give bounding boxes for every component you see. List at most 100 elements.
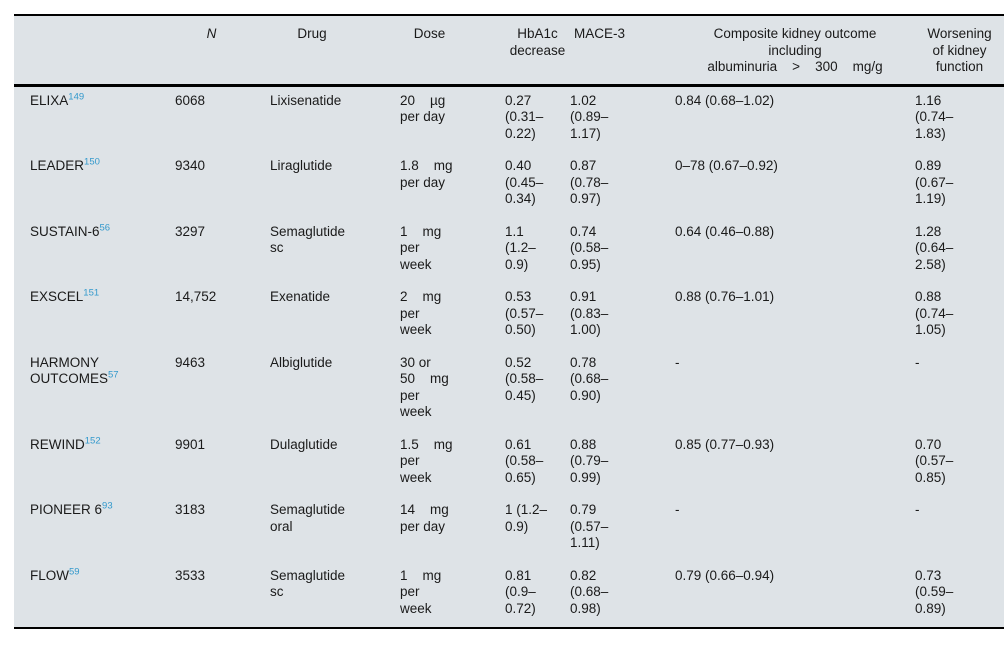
mace3-cell: 1.02 (0.89– 1.17) [570, 92, 609, 141]
table-row-elixa: ELIXA149 6068 Lixisenatide 20 µg per day… [14, 85, 1004, 152]
table-row-leader: LEADER150 9340 Liraglutide 1.8 mg per da… [14, 152, 1004, 218]
header-composite-kidney-outcome: Composite kidney outcome including album… [675, 15, 915, 87]
citation-ref[interactable]: 93 [102, 500, 113, 512]
citation-ref[interactable]: 150 [84, 156, 100, 168]
trial-name-cell: PIONEER 693 [14, 496, 175, 562]
worsening-kidney-cell: 1.16 (0.74– 1.83) [915, 92, 954, 141]
composite-kidney-cell: 0.84 (0.68–1.02) [675, 92, 775, 108]
citation-ref[interactable]: 56 [99, 222, 111, 233]
dose-cell: 20 µg per day [400, 92, 446, 125]
table-row-exscel: EXSCEL151 14,752 Exenatide 2 mg per week… [14, 283, 1004, 349]
drug-cell: Exenatide [270, 289, 331, 304]
worsening-kidney-cell: 0.73 (0.59– 0.89) [915, 567, 954, 616]
citation-ref[interactable]: 151 [83, 287, 100, 299]
n-cell: 9340 [175, 158, 206, 173]
trial-name: REWIND [30, 436, 85, 452]
hba1c-cell: 1 (1.2– 0.9) [505, 502, 548, 534]
trial-name-cell: SUSTAIN-656 [14, 218, 175, 284]
trial-name: EXSCEL [30, 289, 84, 304]
table-header: N Drug Dose HbA1c decrease MACE-3 Compos… [14, 15, 1004, 87]
trial-name-cell: REWIND152 [14, 431, 175, 497]
header-row: N Drug Dose HbA1c decrease MACE-3 Compos… [14, 15, 1004, 87]
trials-table-container: N Drug Dose HbA1c decrease MACE-3 Compos… [14, 14, 1004, 629]
dose-cell: 14 mg per day [400, 502, 449, 534]
composite-kidney-cell: - [675, 502, 680, 517]
drug-cell: Liraglutide [270, 158, 333, 173]
mace3-cell: 0.88 (0.79– 0.99) [570, 436, 609, 485]
hba1c-cell: 1.1 (1.2– 0.9) [505, 223, 536, 272]
trial-name: ELIXA [30, 92, 69, 108]
trial-name-cell: HARMONY OUTCOMES57 [14, 349, 175, 431]
composite-kidney-cell: 0.64 (0.46–0.88) [675, 223, 775, 239]
trial-name-cell: LEADER150 [14, 152, 175, 218]
drug-cell: Semaglutide sc [270, 223, 346, 256]
dose-cell: 1.8 mg per day [400, 158, 453, 190]
composite-kidney-cell: 0.88 (0.76–1.01) [675, 289, 775, 304]
drug-cell: Lixisenatide [270, 92, 342, 108]
drug-cell: Albiglutide [270, 354, 333, 370]
trial-name: SUSTAIN-6 [30, 223, 100, 239]
n-cell: 3533 [175, 567, 206, 583]
table-row-sustain6: SUSTAIN-656 3297 Semaglutide sc 1 mg per… [14, 218, 1004, 284]
header-hba1c-decrease: HbA1c decrease [505, 15, 570, 87]
drug-cell: Dulaglutide [270, 436, 338, 452]
header-worsening-kidney-function: Worsening of kidney function [915, 15, 1004, 87]
hba1c-cell: 0.27 (0.31– 0.22) [505, 92, 544, 141]
trial-name-cell: ELIXA149 [14, 85, 175, 152]
trial-name: HARMONY OUTCOMES [30, 354, 109, 387]
n-cell: 9463 [175, 354, 206, 370]
trial-name: PIONEER 6 [30, 502, 103, 517]
citation-ref[interactable]: 57 [108, 369, 119, 381]
citation-ref[interactable]: 152 [84, 435, 101, 446]
table-body: ELIXA149 6068 Lixisenatide 20 µg per day… [14, 85, 1004, 628]
composite-kidney-cell: 0–78 (0.67–0.92) [675, 158, 778, 173]
header-dose: Dose [400, 15, 505, 87]
n-cell: 14,752 [175, 289, 217, 304]
mace3-cell: 0.79 (0.57– 1.11) [570, 502, 609, 550]
trial-name-cell: FLOW59 [14, 562, 175, 629]
dose-cell: 1.5 mg per week [400, 436, 453, 485]
header-drug: Drug [270, 15, 400, 87]
mace3-cell: 0.74 (0.58– 0.95) [570, 223, 609, 272]
trial-name: FLOW [30, 567, 69, 583]
header-n: N [175, 15, 270, 87]
citation-ref[interactable]: 59 [69, 566, 80, 577]
header-mace3: MACE-3 [570, 15, 675, 87]
mace3-cell: 0.87 (0.78– 0.97) [570, 158, 609, 206]
dose-cell: 1 mg per week [400, 223, 442, 272]
hba1c-cell: 0.52 (0.58– 0.45) [505, 354, 544, 403]
citation-ref[interactable]: 149 [68, 91, 85, 102]
table-row-pioneer6: PIONEER 693 3183 Semaglutide oral 14 mg … [14, 496, 1004, 562]
dose-cell: 2 mg per week [400, 289, 442, 337]
worsening-kidney-cell: 1.28 (0.64– 2.58) [915, 223, 954, 272]
worsening-kidney-cell: - [915, 502, 920, 517]
n-cell: 3183 [175, 502, 206, 517]
worsening-kidney-cell: - [915, 354, 920, 370]
worsening-kidney-cell: 0.89 (0.67– 1.19) [915, 158, 954, 206]
worsening-kidney-cell: 0.70 (0.57– 0.85) [915, 436, 954, 485]
trial-name-cell: EXSCEL151 [14, 283, 175, 349]
dose-cell: 30 or 50 mg per week [400, 354, 449, 420]
hba1c-cell: 0.81 (0.9– 0.72) [505, 567, 536, 616]
mace3-cell: 0.82 (0.68– 0.98) [570, 567, 609, 616]
hba1c-cell: 0.61 (0.58– 0.65) [505, 436, 544, 485]
trial-name: LEADER [30, 158, 85, 173]
composite-kidney-cell: - [675, 354, 680, 370]
dose-cell: 1 mg per week [400, 567, 442, 616]
drug-cell: Semaglutide sc [270, 567, 346, 600]
hba1c-cell: 0.53 (0.57– 0.50) [505, 289, 544, 337]
table-row-rewind: REWIND152 9901 Dulaglutide 1.5 mg per we… [14, 431, 1004, 497]
composite-kidney-cell: 0.85 (0.77–0.93) [675, 436, 775, 452]
n-cell: 9901 [175, 436, 206, 452]
worsening-kidney-cell: 0.88 (0.74– 1.05) [915, 289, 954, 337]
n-cell: 3297 [175, 223, 206, 239]
hba1c-cell: 0.40 (0.45– 0.34) [505, 158, 544, 206]
table-row-flow: FLOW59 3533 Semaglutide sc 1 mg per week… [14, 562, 1004, 629]
n-cell: 6068 [175, 92, 206, 108]
table-row-harmony-outcomes: HARMONY OUTCOMES57 9463 Albiglutide 30 o… [14, 349, 1004, 431]
mace3-cell: 0.91 (0.83– 1.00) [570, 289, 609, 337]
header-trial [14, 15, 175, 87]
composite-kidney-cell: 0.79 (0.66–0.94) [675, 567, 775, 583]
mace3-cell: 0.78 (0.68– 0.90) [570, 354, 609, 403]
